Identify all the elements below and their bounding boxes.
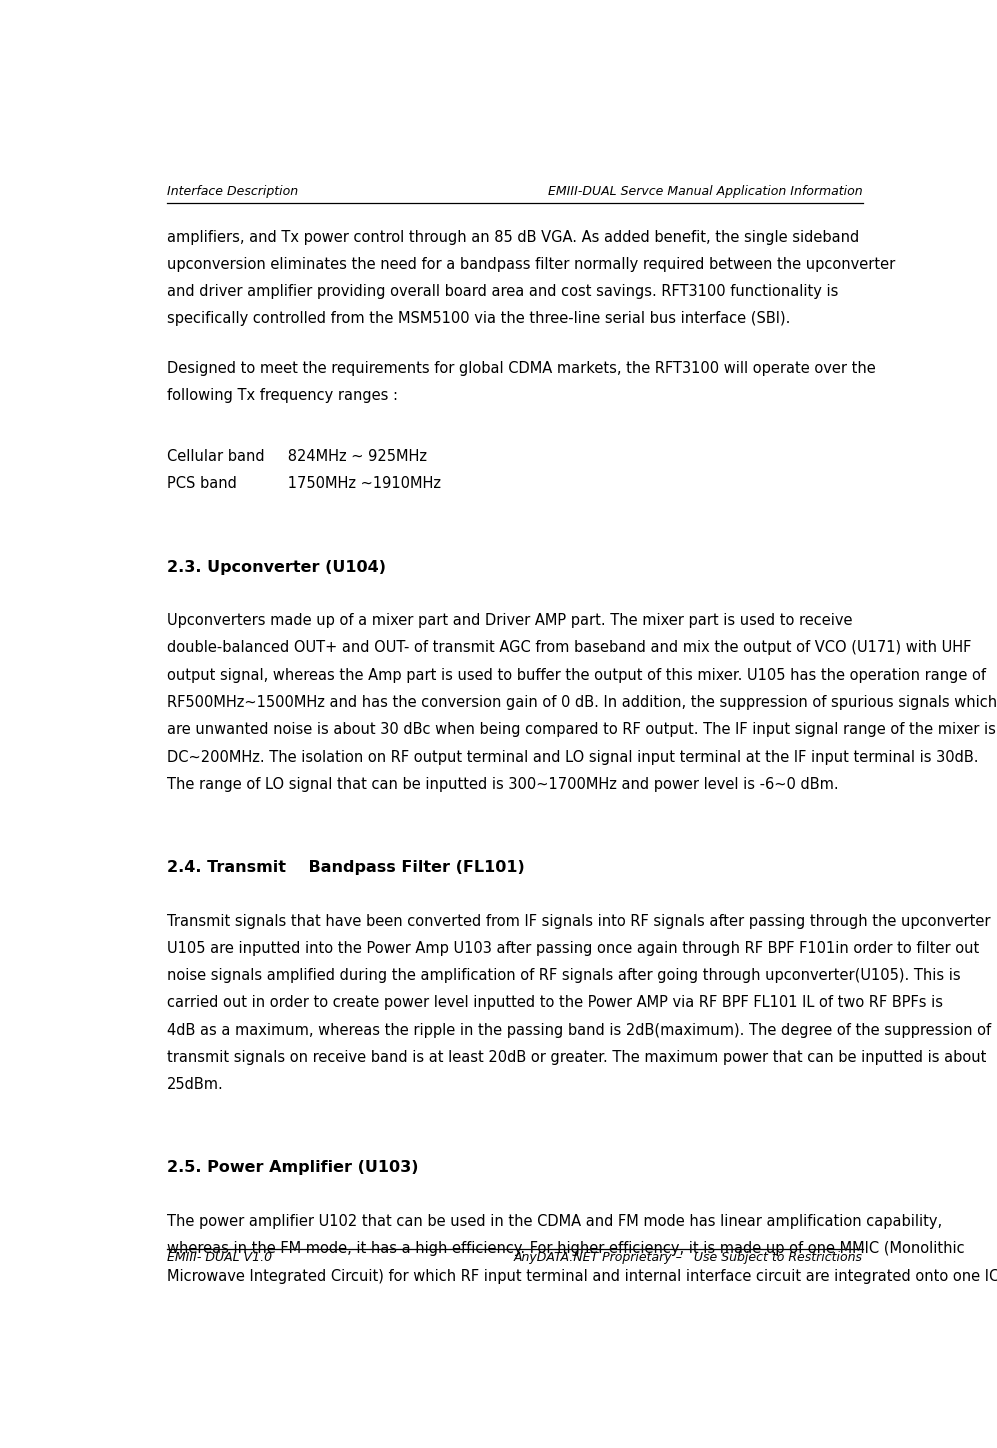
Text: EMIII-DUAL Servce Manual Application Information: EMIII-DUAL Servce Manual Application Inf…: [548, 185, 862, 198]
Text: DC~200MHz. The isolation on RF output terminal and LO signal input terminal at t: DC~200MHz. The isolation on RF output te…: [167, 750, 979, 765]
Text: double-balanced OUT+ and OUT- of transmit AGC from baseband and mix the output o: double-balanced OUT+ and OUT- of transmi…: [167, 640, 971, 656]
Text: and driver amplifier providing overall board area and cost savings. RFT3100 func: and driver amplifier providing overall b…: [167, 284, 838, 300]
Text: The power amplifier U102 that can be used in the CDMA and FM mode has linear amp: The power amplifier U102 that can be use…: [167, 1213, 942, 1229]
Text: Interface Description: Interface Description: [167, 185, 298, 198]
Text: RF500MHz~1500MHz and has the conversion gain of 0 dB. In addition, the suppressi: RF500MHz~1500MHz and has the conversion …: [167, 695, 997, 710]
Text: output signal, whereas the Amp part is used to buffer the output of this mixer. : output signal, whereas the Amp part is u…: [167, 668, 986, 682]
Text: 25dBm.: 25dBm.: [167, 1077, 224, 1092]
Text: whereas in the FM mode, it has a high efficiency. For higher efficiency, it is m: whereas in the FM mode, it has a high ef…: [167, 1241, 965, 1257]
Text: The range of LO signal that can be inputted is 300~1700MHz and power level is -6: The range of LO signal that can be input…: [167, 778, 838, 792]
Text: Microwave Integrated Circuit) for which RF input terminal and internal interface: Microwave Integrated Circuit) for which …: [167, 1268, 997, 1283]
Text: 4dB as a maximum, whereas the ripple in the passing band is 2dB(maximum). The de: 4dB as a maximum, whereas the ripple in …: [167, 1022, 991, 1038]
Text: Cellular band     824MHz ~ 925MHz: Cellular band 824MHz ~ 925MHz: [167, 449, 427, 465]
Text: amplifiers, and Tx power control through an 85 dB VGA. As added benefit, the sin: amplifiers, and Tx power control through…: [167, 230, 859, 245]
Text: specifically controlled from the MSM5100 via the three-line serial bus interface: specifically controlled from the MSM5100…: [167, 311, 791, 326]
Text: Transmit signals that have been converted from IF signals into RF signals after : Transmit signals that have been converte…: [167, 914, 991, 928]
Text: EMIII- DUAL V1.0: EMIII- DUAL V1.0: [167, 1251, 272, 1264]
Text: AnyDATA.NET Proprietary –   Use Subject to Restrictions: AnyDATA.NET Proprietary – Use Subject to…: [513, 1251, 862, 1264]
Text: upconversion eliminates the need for a bandpass filter normally required between: upconversion eliminates the need for a b…: [167, 256, 895, 272]
Text: U105 are inputted into the Power Amp U103 after passing once again through RF BP: U105 are inputted into the Power Amp U10…: [167, 941, 979, 956]
Text: PCS band           1750MHz ~1910MHz: PCS band 1750MHz ~1910MHz: [167, 476, 441, 491]
Text: 2.3. Upconverter (U104): 2.3. Upconverter (U104): [167, 559, 386, 575]
Text: 2.5. Power Amplifier (U103): 2.5. Power Amplifier (U103): [167, 1160, 419, 1176]
Text: transmit signals on receive band is at least 20dB or greater. The maximum power : transmit signals on receive band is at l…: [167, 1050, 986, 1066]
Text: 2.4. Transmit    Bandpass Filter (FL101): 2.4. Transmit Bandpass Filter (FL101): [167, 860, 524, 875]
Text: Designed to meet the requirements for global CDMA markets, the RFT3100 will oper: Designed to meet the requirements for gl…: [167, 361, 876, 376]
Text: noise signals amplified during the amplification of RF signals after going throu: noise signals amplified during the ampli…: [167, 969, 961, 983]
Text: following Tx frequency ranges :: following Tx frequency ranges :: [167, 388, 398, 404]
Text: are unwanted noise is about 30 dBc when being compared to RF output. The IF inpu: are unwanted noise is about 30 dBc when …: [167, 723, 996, 737]
Text: carried out in order to create power level inputted to the Power AMP via RF BPF : carried out in order to create power lev…: [167, 995, 943, 1011]
Text: Upconverters made up of a mixer part and Driver AMP part. The mixer part is used: Upconverters made up of a mixer part and…: [167, 613, 852, 628]
